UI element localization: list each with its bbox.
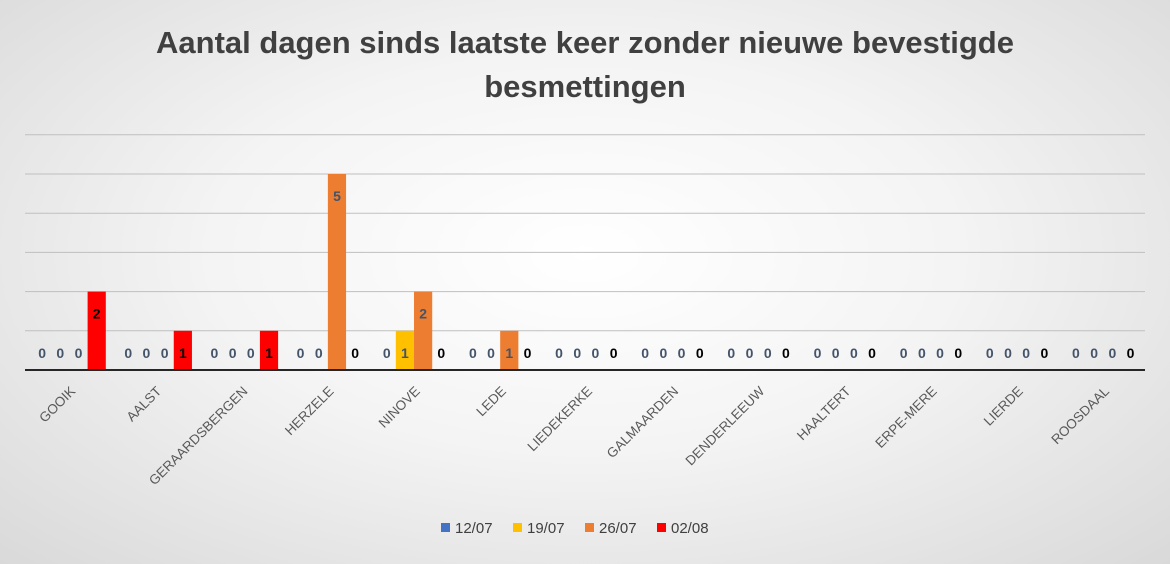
data-label: 0	[124, 345, 132, 361]
data-label: 0	[573, 345, 581, 361]
data-label: 0	[315, 345, 323, 361]
data-label: 0	[1090, 345, 1098, 361]
legend-swatch	[513, 523, 522, 532]
data-label: 0	[986, 345, 994, 361]
x-tick-label: NINOVE	[376, 384, 423, 431]
data-label: 1	[265, 345, 273, 361]
data-label: 1	[179, 345, 187, 361]
data-label: 0	[659, 345, 667, 361]
data-label: 0	[764, 345, 772, 361]
legend-entry: 26/07	[599, 520, 637, 537]
legend: 12/07 19/07 26/07 02/08	[441, 520, 709, 537]
chart-title: Aantal dagen sinds laatste keer zonder n…	[156, 25, 1014, 104]
data-label: 0	[351, 345, 359, 361]
bar	[414, 291, 433, 370]
x-tick-label: HERZELE	[282, 384, 337, 439]
data-label: 0	[161, 345, 169, 361]
data-label: 0	[727, 345, 735, 361]
x-tick-label: GALMAARDEN	[604, 384, 681, 461]
x-tick-label: HAALTERT	[794, 384, 854, 444]
data-label: 0	[746, 345, 754, 361]
data-label: 0	[832, 345, 840, 361]
data-label: 0	[954, 345, 962, 361]
data-label: 0	[1108, 345, 1116, 361]
bar	[327, 174, 347, 370]
data-label: 0	[297, 345, 305, 361]
data-label: 0	[868, 345, 876, 361]
data-label: 0	[678, 345, 686, 361]
data-label: 0	[592, 345, 600, 361]
legend-swatch	[657, 523, 666, 532]
data-label: 0	[211, 345, 219, 361]
bar	[259, 330, 279, 370]
legend-entry: 02/08	[671, 520, 709, 537]
data-label: 0	[814, 345, 822, 361]
data-label: 0	[75, 345, 83, 361]
bars	[87, 174, 519, 370]
data-label: 0	[229, 345, 237, 361]
data-labels: 0 0 020 0 0 1 0 0 0 1 0 050 0 120 0 0 1 0 0 0 0 0 0 0 0 0 0 0 0 0 0 0 0 0…	[38, 188, 1134, 361]
bar	[500, 330, 519, 370]
data-label: 0	[487, 345, 495, 361]
x-tick-label: ROOSDAAL	[1048, 383, 1112, 447]
data-label: 0	[1004, 345, 1012, 361]
data-label: 0	[555, 345, 563, 361]
data-label: 0	[936, 345, 944, 361]
data-label: 0	[56, 345, 64, 361]
data-label: 0	[610, 345, 618, 361]
legend-entry: 19/07	[527, 520, 565, 537]
x-tick-label: AALST	[123, 384, 164, 425]
data-label: 0	[469, 345, 477, 361]
legend-swatch	[585, 523, 594, 532]
x-tick-label: LIERDE	[981, 384, 1026, 429]
data-label: 0	[143, 345, 151, 361]
data-label: 0	[1127, 345, 1135, 361]
data-label: 1	[505, 345, 513, 361]
x-tick-label: LIEDEKERKE	[525, 384, 596, 455]
data-label: 0	[918, 345, 926, 361]
x-tick-label: LEDE	[473, 384, 509, 420]
gridlines	[25, 134, 1145, 332]
data-label: 0	[1022, 345, 1030, 361]
data-label: 2	[419, 306, 427, 322]
bar	[173, 330, 192, 370]
data-label: 0	[437, 345, 445, 361]
data-label: 0	[1072, 345, 1080, 361]
x-tick-label: ERPE-MERE	[872, 384, 939, 451]
legend-swatch	[441, 523, 450, 532]
data-label: 0	[1040, 345, 1048, 361]
data-label: 0	[850, 345, 858, 361]
bar	[87, 291, 106, 370]
data-label: 5	[333, 188, 341, 204]
x-tick-label: DENDERLEEUW	[683, 383, 768, 468]
data-label: 0	[696, 345, 704, 361]
data-label: 1	[401, 345, 409, 361]
x-tick-label: GERAARDSBERGEN	[146, 384, 250, 488]
data-label: 0	[641, 345, 649, 361]
data-label: 0	[900, 345, 908, 361]
data-label: 0	[524, 345, 532, 361]
data-label: 0	[38, 345, 46, 361]
data-label: 0	[782, 345, 790, 361]
chart-title-line-1: Aantal dagen sinds laatste keer zonder n…	[156, 25, 1014, 60]
chart-title-line-2: besmettingen	[484, 69, 686, 104]
data-label: 0	[383, 345, 391, 361]
data-label: 0	[247, 345, 255, 361]
data-label: 2	[93, 306, 101, 322]
legend-entry: 12/07	[455, 520, 493, 537]
x-tick-label: GOOIK	[36, 384, 78, 426]
bar	[395, 330, 415, 370]
